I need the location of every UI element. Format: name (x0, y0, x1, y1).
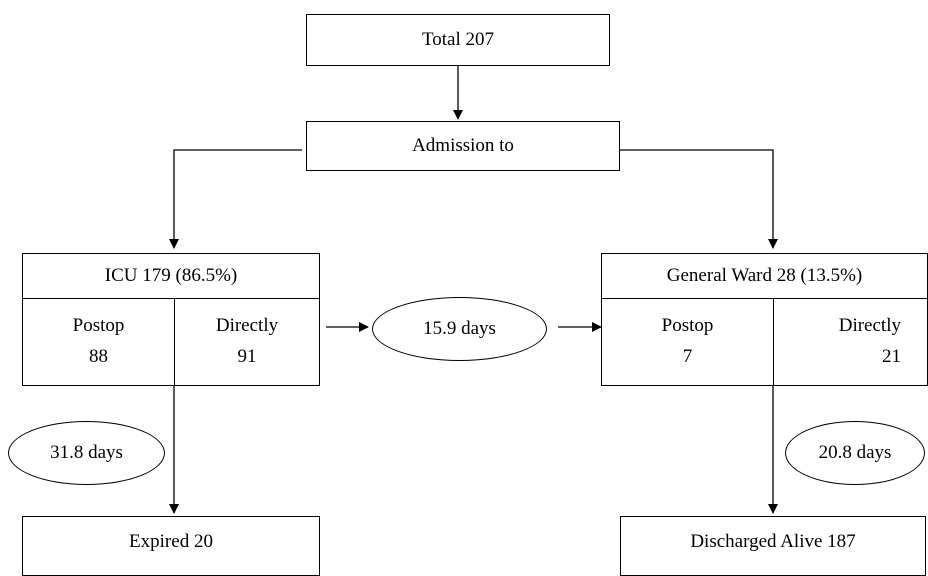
node-ward-directly-label: Directly (838, 315, 901, 336)
node-icu-header: ICU 179 (86.5%) (23, 254, 319, 299)
node-icu-postop-label: Postop (72, 315, 125, 336)
node-icu-directly-label: Directly (215, 315, 279, 336)
node-ward-directly: Directly 21 (774, 298, 927, 385)
node-icu-title: ICU 179 (86.5%) (104, 265, 238, 286)
node-ward-postop-label: Postop (661, 315, 714, 336)
node-admission-label: Admission to (412, 135, 514, 156)
duration-icu-to-expired-label: 31.8 days (50, 442, 123, 463)
duration-ward-to-discharged: 20.8 days (785, 421, 925, 485)
arrow-admission-to-icu (169, 149, 302, 249)
node-icu-directly: Directly 91 (175, 298, 319, 385)
node-icu-postop-value: 88 (89, 346, 108, 367)
node-ward-postop: Postop 7 (602, 298, 774, 385)
node-ward-directly-value: 21 (882, 346, 901, 367)
arrow-admission-to-ward (620, 149, 778, 249)
node-total-label: Total 207 (421, 29, 495, 50)
duration-ward-to-discharged-label: 20.8 days (818, 442, 892, 463)
duration-icu-to-expired: 31.8 days (8, 421, 165, 485)
duration-icu-to-ward: 15.9 days (372, 297, 547, 361)
node-admission: Admission to (306, 121, 620, 171)
node-ward: General Ward 28 (13.5%) Postop 7 Directl… (601, 253, 928, 386)
node-ward-header: General Ward 28 (13.5%) (602, 254, 927, 299)
node-icu-directly-value: 91 (237, 346, 257, 367)
node-expired-label: Expired 20 (129, 531, 213, 552)
node-expired: Expired 20 (22, 516, 320, 576)
node-discharged-label: Discharged Alive 187 (690, 531, 856, 552)
node-icu-postop: Postop 88 (23, 298, 175, 385)
node-total: Total 207 (306, 14, 610, 66)
node-icu: ICU 179 (86.5%) Postop 88 Directly 91 (22, 253, 320, 386)
duration-icu-to-ward-label: 15.9 days (423, 318, 496, 339)
node-discharged: Discharged Alive 187 (620, 516, 926, 576)
node-ward-title: General Ward 28 (13.5%) (666, 265, 863, 286)
node-ward-postop-value: 7 (682, 346, 693, 367)
